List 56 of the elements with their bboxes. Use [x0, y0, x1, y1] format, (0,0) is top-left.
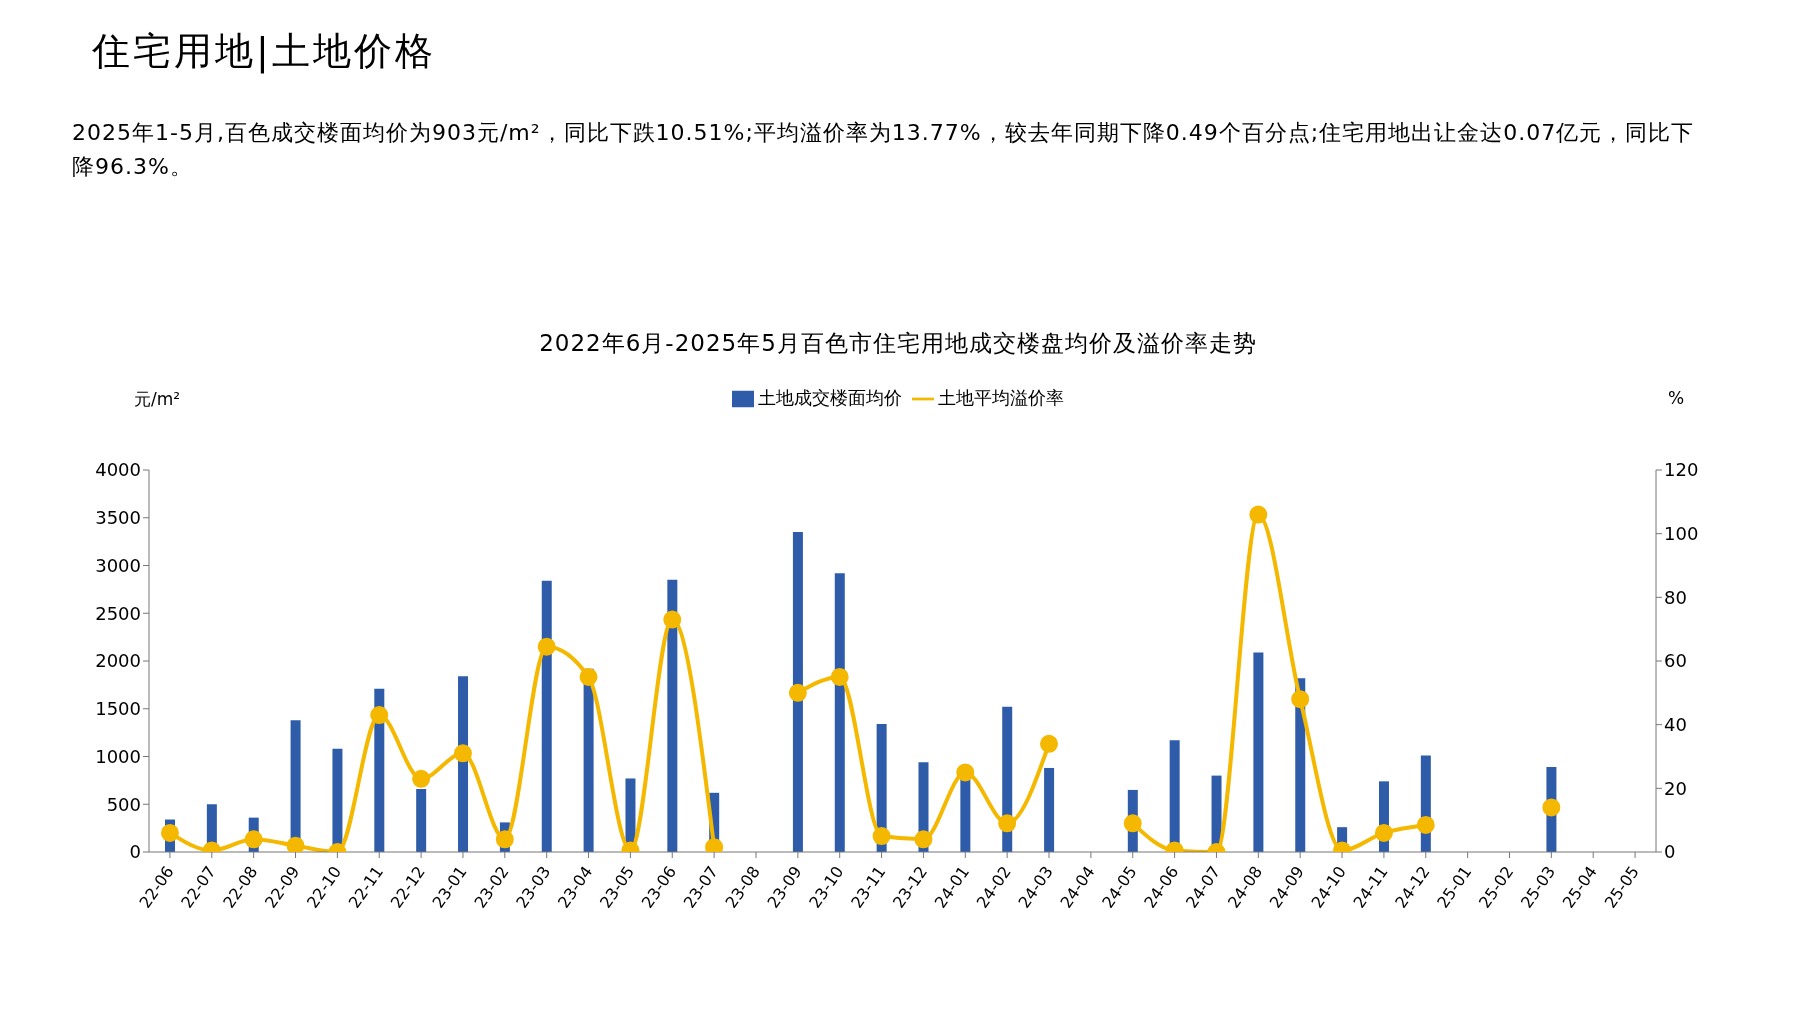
point — [244, 830, 263, 849]
y-tick-label: 4000 — [95, 459, 141, 481]
y-tick-label: 1000 — [95, 745, 141, 767]
legend-label: 土地成交楼面均价 — [757, 387, 902, 408]
text: 2025年1-5月,百色成交楼面均价为903元/m²，同比下跌10.51%;平均溢价率为13.77%，较去年同期下降0.49个百分点;住宅用地出让金达0.07亿元，同比下降96.3%。 — [72, 119, 1696, 181]
point — [998, 814, 1017, 833]
point — [537, 637, 556, 656]
y2-tick-label: 100 — [1664, 523, 1699, 545]
y-tick-label: 2000 — [95, 650, 141, 672]
bar — [1253, 652, 1264, 852]
y-tick-label: 0 — [129, 841, 141, 863]
point — [872, 827, 891, 846]
y2-tick-label: 80 — [1664, 586, 1687, 608]
point — [663, 610, 682, 629]
point — [705, 838, 724, 852]
point — [286, 836, 305, 852]
y-tick-label: 500 — [106, 793, 141, 815]
y2-tick-label: 60 — [1664, 650, 1687, 672]
point — [1040, 734, 1059, 753]
point — [495, 830, 514, 849]
point — [370, 706, 389, 725]
y-tick-label: 3500 — [95, 507, 141, 529]
bar — [960, 777, 971, 852]
point — [1291, 690, 1310, 709]
y2-axis-title: % — [1668, 388, 1685, 408]
point — [1123, 814, 1142, 833]
y-axis-title: 元/m² — [134, 388, 181, 411]
point — [830, 667, 849, 686]
bar — [834, 573, 845, 852]
y-tick-label: 2500 — [95, 602, 141, 624]
point — [453, 744, 472, 763]
point — [1542, 798, 1561, 817]
y2-tick-label: 20 — [1664, 777, 1687, 799]
point — [160, 823, 179, 842]
point — [1249, 505, 1268, 524]
y2-tick-label: 40 — [1664, 714, 1687, 736]
text: 住宅用地|土地价格 — [92, 28, 436, 76]
point — [914, 830, 933, 849]
y-tick-label: 1500 — [95, 698, 141, 720]
bar — [1044, 767, 1055, 852]
point — [412, 769, 431, 788]
point — [1416, 815, 1435, 834]
point — [956, 763, 975, 782]
bar — [667, 579, 678, 852]
legend-label: 土地平均溢价率 — [937, 387, 1064, 408]
bar — [792, 532, 803, 852]
point — [1374, 823, 1393, 842]
y-tick-label: 3000 — [95, 554, 141, 576]
bar — [458, 676, 469, 852]
point — [788, 683, 807, 702]
bar — [416, 788, 427, 852]
y2-tick-label: 0 — [1664, 841, 1676, 863]
chart-title: 2022年6月-2025年5月百色市住宅用地成交楼盘均价及溢价率走势 — [538, 329, 1258, 358]
bar — [541, 580, 552, 852]
y2-tick-label: 120 — [1664, 459, 1699, 481]
point — [579, 667, 598, 686]
